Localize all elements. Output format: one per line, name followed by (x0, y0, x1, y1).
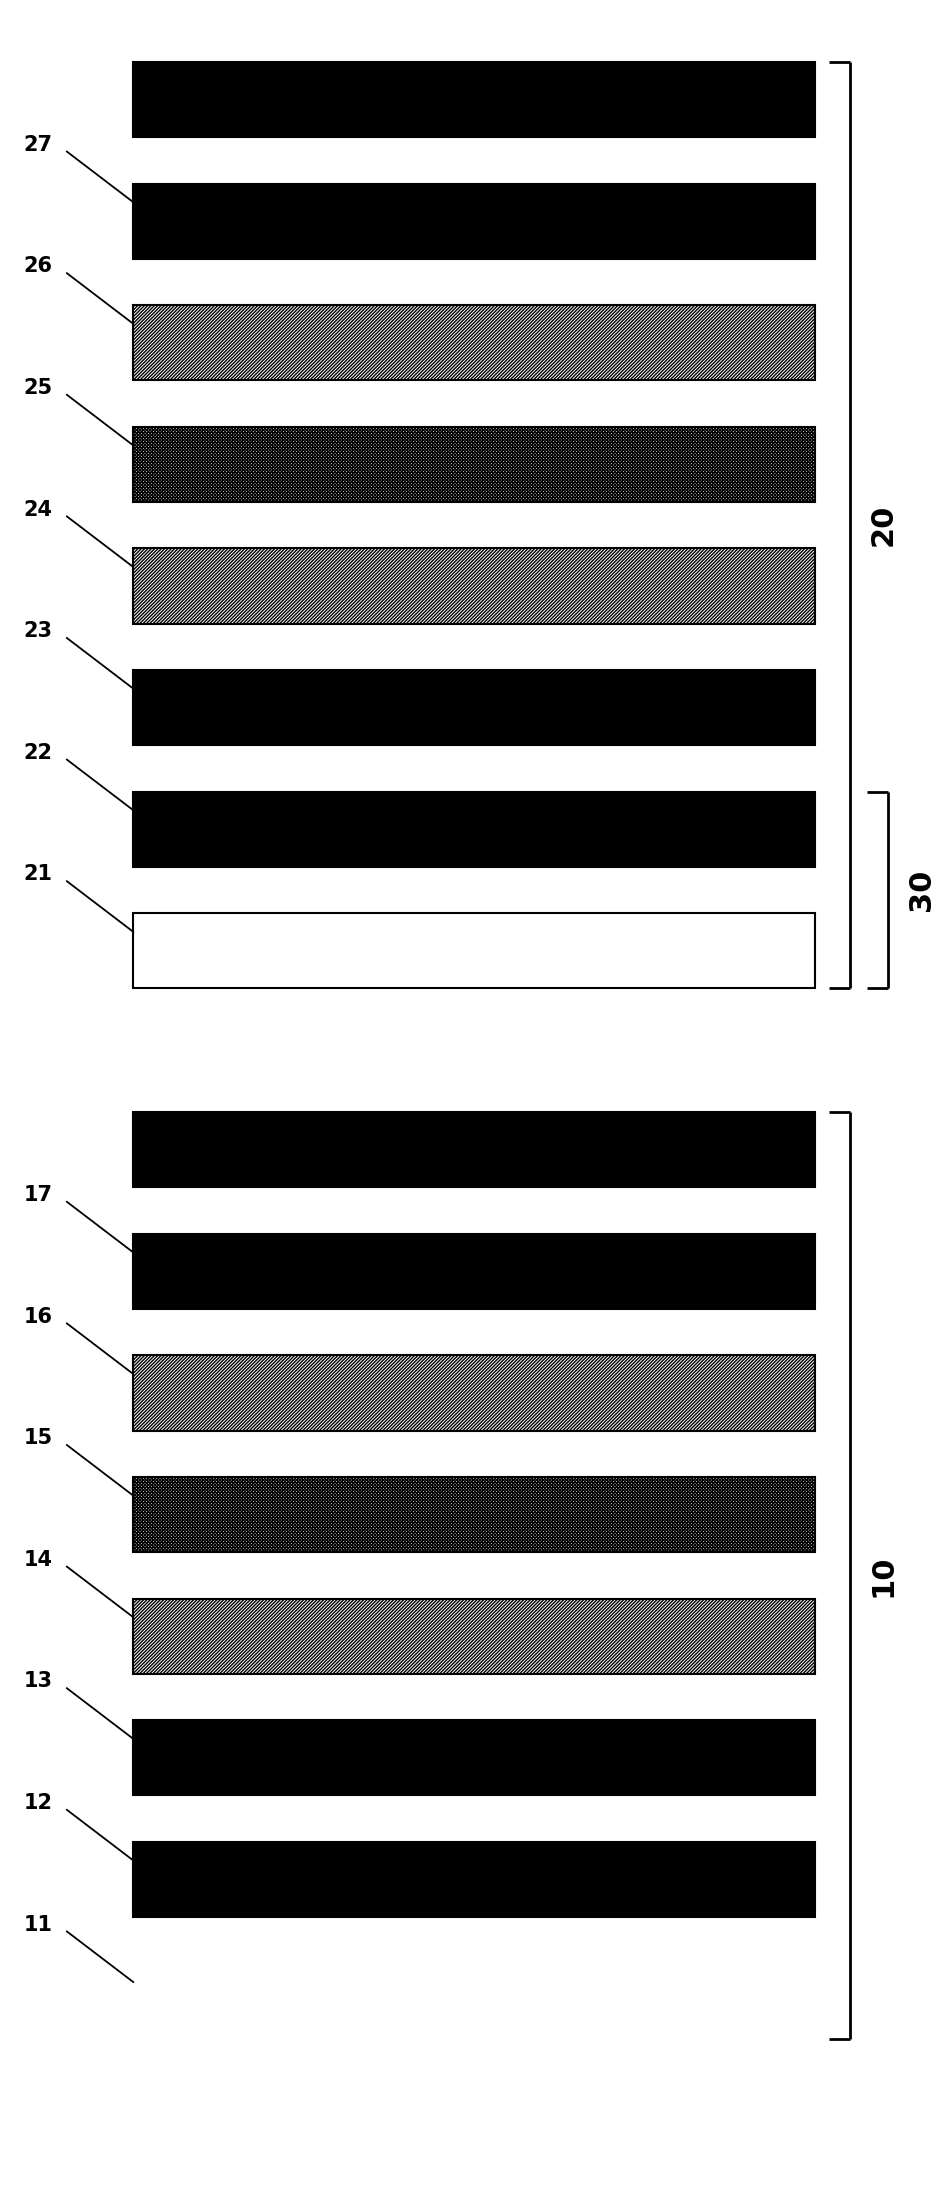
Text: 11: 11 (24, 1915, 52, 1935)
Text: 10: 10 (868, 1554, 897, 1596)
Text: 25: 25 (23, 378, 52, 398)
Bar (133, 792, 814, 867)
Text: 24: 24 (24, 500, 52, 520)
Text: 13: 13 (24, 1672, 52, 1691)
Text: 20: 20 (868, 504, 897, 546)
Text: 15: 15 (23, 1428, 52, 1448)
Bar (133, 1599, 814, 1674)
Bar (133, 62, 814, 137)
Bar (133, 548, 814, 624)
Bar (133, 1355, 814, 1431)
Text: 16: 16 (24, 1307, 52, 1327)
Text: 22: 22 (24, 743, 52, 763)
Bar (133, 913, 814, 988)
Bar (133, 1234, 814, 1309)
Bar (133, 427, 814, 502)
Bar (133, 1720, 814, 1795)
Bar (133, 184, 814, 259)
Text: 30: 30 (906, 869, 935, 911)
Bar (133, 1477, 814, 1552)
Bar (133, 1112, 814, 1187)
Text: 27: 27 (24, 135, 52, 155)
Text: 17: 17 (24, 1185, 52, 1205)
Text: 21: 21 (24, 865, 52, 884)
Text: 26: 26 (24, 256, 52, 276)
Bar (133, 1842, 814, 1917)
Bar (133, 305, 814, 380)
Text: 14: 14 (24, 1550, 52, 1570)
Text: 12: 12 (24, 1793, 52, 1813)
Text: 23: 23 (24, 621, 52, 641)
Bar (133, 670, 814, 745)
